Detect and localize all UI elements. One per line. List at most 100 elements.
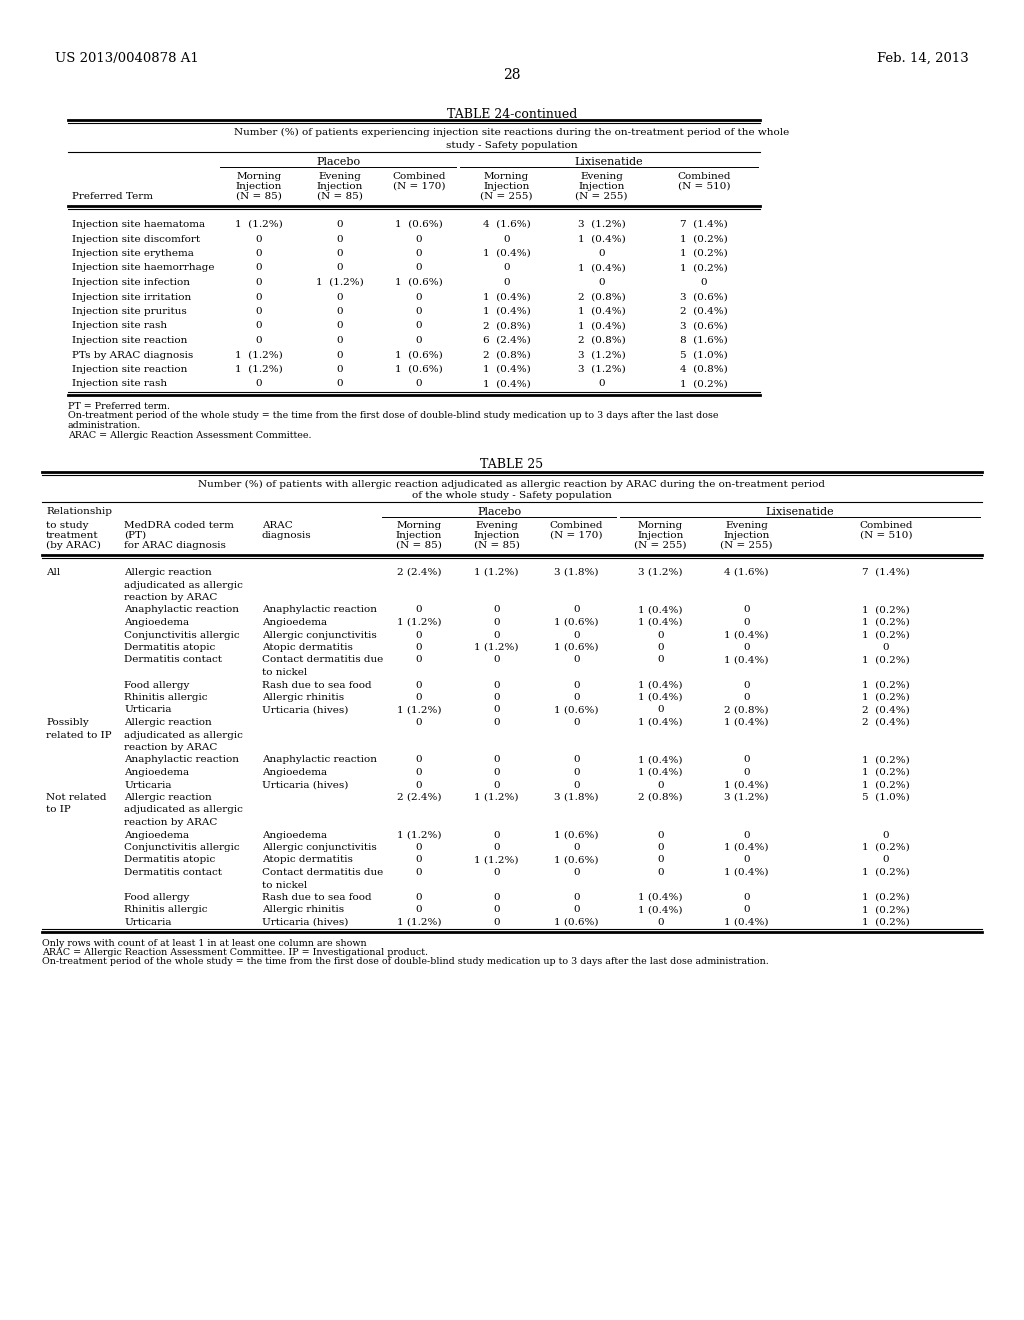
Text: PTs by ARAC diagnosis: PTs by ARAC diagnosis <box>72 351 194 359</box>
Text: to nickel: to nickel <box>262 880 307 890</box>
Text: 1  (0.4%): 1 (0.4%) <box>482 293 530 301</box>
Text: Dermatitis contact: Dermatitis contact <box>124 656 222 664</box>
Text: 1 (0.4%): 1 (0.4%) <box>638 768 683 777</box>
Text: Injection site irritation: Injection site irritation <box>72 293 191 301</box>
Text: Dermatitis atopic: Dermatitis atopic <box>124 643 215 652</box>
Text: Relationship: Relationship <box>46 507 112 516</box>
Text: Contact dermatitis due: Contact dermatitis due <box>262 869 383 876</box>
Text: Allergic reaction: Allergic reaction <box>124 793 212 803</box>
Text: 2  (0.8%): 2 (0.8%) <box>482 351 530 359</box>
Text: 0: 0 <box>657 869 664 876</box>
Text: 0: 0 <box>256 279 262 286</box>
Text: 0: 0 <box>416 780 422 789</box>
Text: 0: 0 <box>494 906 500 915</box>
Text: 0: 0 <box>416 693 422 702</box>
Text: 0: 0 <box>256 322 262 330</box>
Text: 1  (0.2%): 1 (0.2%) <box>862 780 910 789</box>
Text: Number (%) of patients with allergic reaction adjudicated as allergic reaction b: Number (%) of patients with allergic rea… <box>199 480 825 490</box>
Text: 1 (0.4%): 1 (0.4%) <box>724 843 769 851</box>
Text: 0: 0 <box>494 606 500 615</box>
Text: 0: 0 <box>598 380 605 388</box>
Text: 8  (1.6%): 8 (1.6%) <box>680 337 728 345</box>
Text: 1  (0.2%): 1 (0.2%) <box>862 681 910 689</box>
Text: 0: 0 <box>494 843 500 851</box>
Text: 0: 0 <box>573 780 580 789</box>
Text: 1 (0.4%): 1 (0.4%) <box>724 718 769 727</box>
Text: Urticaria (hives): Urticaria (hives) <box>262 917 348 927</box>
Text: 0: 0 <box>337 337 343 345</box>
Text: 0: 0 <box>494 718 500 727</box>
Text: 3  (0.6%): 3 (0.6%) <box>680 293 728 301</box>
Text: 0: 0 <box>573 718 580 727</box>
Text: (N = 255): (N = 255) <box>634 541 687 550</box>
Text: 3  (1.2%): 3 (1.2%) <box>578 366 626 374</box>
Text: 3  (1.2%): 3 (1.2%) <box>578 220 626 228</box>
Text: (N = 170): (N = 170) <box>393 182 445 191</box>
Text: 1  (0.6%): 1 (0.6%) <box>395 351 442 359</box>
Text: Evening: Evening <box>475 521 518 531</box>
Text: US 2013/0040878 A1: US 2013/0040878 A1 <box>55 51 199 65</box>
Text: Number (%) of patients experiencing injection site reactions during the on-treat: Number (%) of patients experiencing inje… <box>234 128 790 137</box>
Text: Lixisenatide: Lixisenatide <box>766 507 835 517</box>
Text: Morning: Morning <box>638 521 683 531</box>
Text: 0: 0 <box>337 366 343 374</box>
Text: ARAC = Allergic Reaction Assessment Committee. IP = Investigational product.: ARAC = Allergic Reaction Assessment Comm… <box>42 948 428 957</box>
Text: 0: 0 <box>573 693 580 702</box>
Text: 1  (1.2%): 1 (1.2%) <box>316 279 364 286</box>
Text: 1  (1.2%): 1 (1.2%) <box>236 366 283 374</box>
Text: 0: 0 <box>657 843 664 851</box>
Text: (N = 85): (N = 85) <box>317 191 362 201</box>
Text: ARAC = Allergic Reaction Assessment Committee.: ARAC = Allergic Reaction Assessment Comm… <box>68 430 311 440</box>
Text: 0: 0 <box>657 705 664 714</box>
Text: 0: 0 <box>416 606 422 615</box>
Text: 1 (0.4%): 1 (0.4%) <box>638 618 683 627</box>
Text: 1  (0.2%): 1 (0.2%) <box>862 755 910 764</box>
Text: study - Safety population: study - Safety population <box>446 141 578 150</box>
Text: 0: 0 <box>416 631 422 639</box>
Text: Urticaria: Urticaria <box>124 705 171 714</box>
Text: Feb. 14, 2013: Feb. 14, 2013 <box>878 51 969 65</box>
Text: 0: 0 <box>256 308 262 315</box>
Text: Allergic conjunctivitis: Allergic conjunctivitis <box>262 631 377 639</box>
Text: Injection: Injection <box>316 182 364 191</box>
Text: 1  (0.2%): 1 (0.2%) <box>862 693 910 702</box>
Text: 1 (0.4%): 1 (0.4%) <box>638 755 683 764</box>
Text: Injection: Injection <box>723 531 770 540</box>
Text: 0: 0 <box>416 894 422 902</box>
Text: Urticaria (hives): Urticaria (hives) <box>262 780 348 789</box>
Text: 0: 0 <box>416 755 422 764</box>
Text: 0: 0 <box>337 322 343 330</box>
Text: 0: 0 <box>883 830 889 840</box>
Text: 0: 0 <box>416 869 422 876</box>
Text: Rash due to sea food: Rash due to sea food <box>262 894 372 902</box>
Text: 3 (1.8%): 3 (1.8%) <box>554 793 599 803</box>
Text: 1  (0.4%): 1 (0.4%) <box>578 235 626 243</box>
Text: Injection site haemorrhage: Injection site haemorrhage <box>72 264 214 272</box>
Text: 0: 0 <box>598 249 605 257</box>
Text: Injection site pruritus: Injection site pruritus <box>72 308 186 315</box>
Text: 0: 0 <box>416 843 422 851</box>
Text: 0: 0 <box>256 293 262 301</box>
Text: Injection site discomfort: Injection site discomfort <box>72 235 200 243</box>
Text: 0: 0 <box>494 917 500 927</box>
Text: 1  (0.4%): 1 (0.4%) <box>578 308 626 315</box>
Text: 5  (1.0%): 5 (1.0%) <box>862 793 910 803</box>
Text: Angioedema: Angioedema <box>124 830 189 840</box>
Text: 1 (0.6%): 1 (0.6%) <box>554 855 599 865</box>
Text: 0: 0 <box>743 618 750 627</box>
Text: 0: 0 <box>883 643 889 652</box>
Text: 1 (0.4%): 1 (0.4%) <box>724 869 769 876</box>
Text: 1  (0.2%): 1 (0.2%) <box>862 906 910 915</box>
Text: 0: 0 <box>416 906 422 915</box>
Text: 3 (1.2%): 3 (1.2%) <box>638 568 683 577</box>
Text: Allergic conjunctivitis: Allergic conjunctivitis <box>262 843 377 851</box>
Text: Morning: Morning <box>484 172 529 181</box>
Text: 0: 0 <box>573 631 580 639</box>
Text: Injection: Injection <box>579 182 625 191</box>
Text: 4 (1.6%): 4 (1.6%) <box>724 568 769 577</box>
Text: 0: 0 <box>494 705 500 714</box>
Text: 2 (2.4%): 2 (2.4%) <box>396 568 441 577</box>
Text: Angioedema: Angioedema <box>262 768 327 777</box>
Text: 1  (0.2%): 1 (0.2%) <box>862 656 910 664</box>
Text: 1 (0.4%): 1 (0.4%) <box>724 780 769 789</box>
